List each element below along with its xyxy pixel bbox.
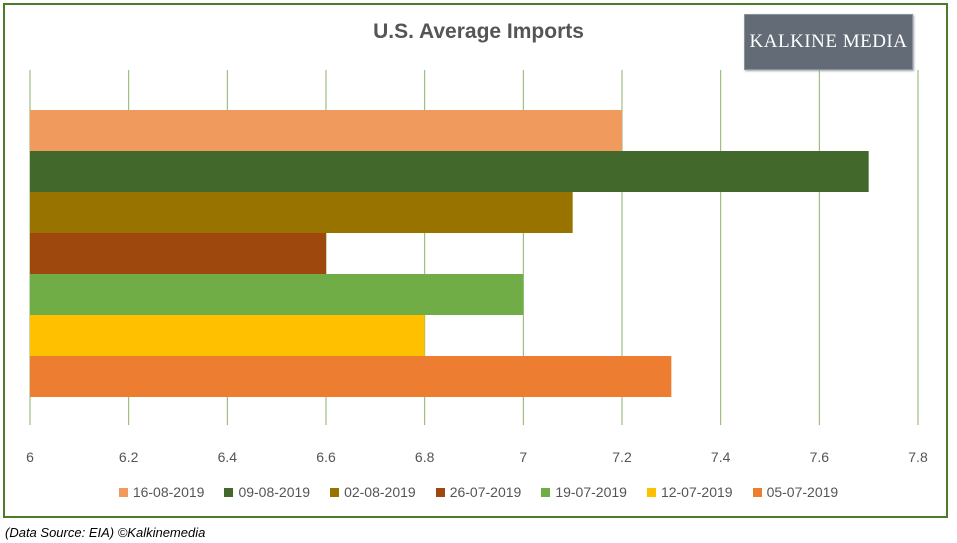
legend-swatch — [330, 487, 340, 497]
chart-title: U.S. Average Imports — [373, 20, 584, 43]
legend-item: 09-08-2019 — [224, 484, 310, 500]
bar-16-08-2019 — [30, 110, 622, 151]
legend-item: 19-07-2019 — [541, 484, 627, 500]
bar-19-07-2019 — [30, 274, 524, 315]
legend-swatch — [541, 487, 551, 497]
legend-item: 26-07-2019 — [435, 484, 522, 500]
x-tick-label: 7.8 — [908, 449, 928, 465]
x-tick-label: 6.2 — [119, 449, 139, 465]
legend-label: 05-07-2019 — [766, 484, 839, 500]
bar-05-07-2019 — [30, 356, 672, 397]
x-tick-label: 6 — [26, 449, 34, 465]
legend-label: 16-08-2019 — [132, 484, 205, 500]
bar-12-07-2019 — [30, 315, 425, 356]
legend-label: 26-07-2019 — [449, 484, 522, 500]
bar-02-08-2019 — [30, 192, 573, 233]
legend-item: 12-07-2019 — [646, 484, 733, 500]
legend-swatch — [752, 487, 762, 497]
legend-swatch — [435, 487, 445, 497]
x-tick-label: 7 — [519, 449, 527, 465]
legend-label: 19-07-2019 — [555, 484, 627, 500]
legend-item: 16-08-2019 — [118, 484, 205, 500]
x-tick-label: 6.8 — [415, 449, 435, 465]
x-tick-label: 6.4 — [218, 449, 238, 465]
kalkine-media-logo: KALKINE MEDIA — [744, 14, 913, 70]
source-note: (Data Source: EIA) ©Kalkinemedia — [5, 525, 206, 540]
legend-swatch — [224, 487, 234, 497]
legend-label: 09-08-2019 — [238, 484, 311, 500]
legend-label: 02-08-2019 — [344, 484, 416, 500]
legend-swatch — [118, 487, 128, 497]
bar-26-07-2019 — [30, 233, 326, 274]
x-tick-label: 7.6 — [810, 449, 830, 465]
legend-swatch — [646, 487, 656, 497]
x-tick-label: 7.2 — [612, 449, 632, 465]
legend-item: 02-08-2019 — [330, 484, 416, 500]
chart-legend: 16-08-2019 09-08-2019 02-08-2019 26-07-2019… — [0, 484, 957, 500]
legend-label: 12-07-2019 — [660, 484, 733, 500]
logo-text: KALKINE MEDIA — [749, 31, 908, 52]
x-tick-label: 6.6 — [316, 449, 336, 465]
x-tick-label: 7.4 — [711, 449, 731, 465]
legend-item: 05-07-2019 — [752, 484, 839, 500]
bar-09-08-2019 — [30, 151, 869, 192]
